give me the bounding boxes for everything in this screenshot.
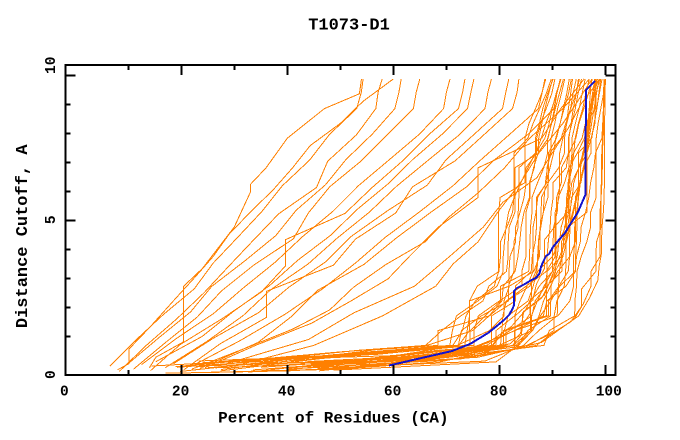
svg-text:0: 0 [60, 385, 69, 401]
svg-text:0: 0 [44, 370, 60, 379]
svg-text:Distance Cutoff, A: Distance Cutoff, A [14, 144, 33, 328]
svg-text:Percent of Residues (CA): Percent of Residues (CA) [218, 409, 448, 427]
svg-text:20: 20 [172, 385, 189, 401]
svg-text:T1073-D1: T1073-D1 [308, 16, 390, 35]
svg-text:80: 80 [490, 385, 507, 401]
svg-text:100: 100 [596, 385, 622, 401]
svg-text:40: 40 [278, 385, 295, 401]
svg-text:10: 10 [44, 57, 60, 74]
svg-text:5: 5 [44, 215, 60, 224]
svg-text:60: 60 [384, 385, 401, 401]
